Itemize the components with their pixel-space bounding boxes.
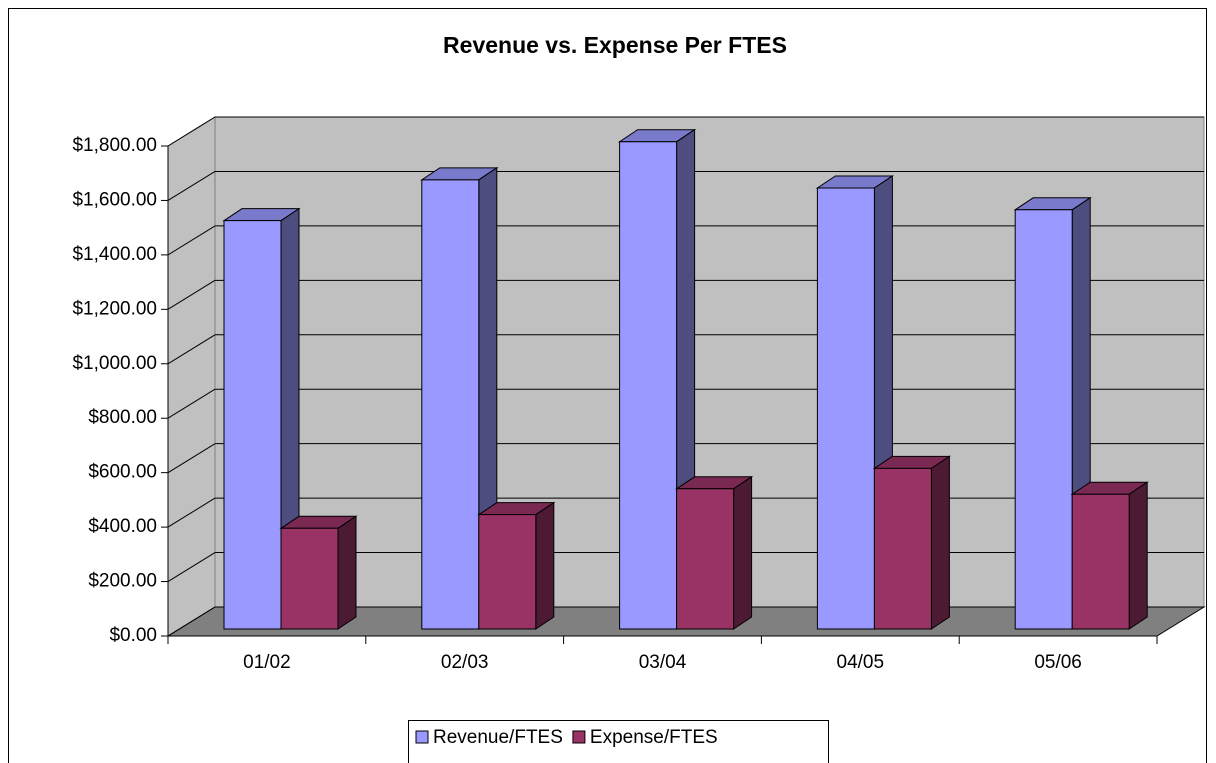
grid-line — [167, 225, 216, 256]
x-tick-label: 03/04 — [639, 652, 687, 673]
x-tick-label: 05/06 — [1034, 652, 1082, 673]
bar-face — [223, 220, 282, 630]
bar-face — [930, 455, 950, 630]
y-tick-label: $800.00 — [88, 407, 157, 428]
x-tick-label: 01/02 — [243, 652, 291, 673]
grid-line — [167, 552, 216, 582]
y-tick-label: $0.00 — [109, 625, 157, 646]
y-tick-label: $1,000.00 — [72, 353, 157, 374]
bar-face — [816, 187, 875, 630]
chart-title: Revenue vs. Expense Per FTES — [443, 32, 787, 58]
legend-swatch — [572, 730, 586, 744]
bar-face — [478, 514, 537, 630]
legend-box — [408, 720, 829, 763]
bar-face — [337, 515, 357, 630]
x-tick-label: 02/03 — [441, 652, 489, 673]
bar-face — [1128, 481, 1148, 630]
bar-face — [619, 141, 678, 630]
bar — [872, 455, 952, 630]
bar-face — [676, 488, 735, 630]
y-tick-label: $200.00 — [88, 571, 157, 592]
grid-line — [167, 497, 216, 528]
bar-face — [873, 467, 932, 630]
bar — [1070, 481, 1149, 630]
grid-line — [167, 279, 216, 310]
y-tick-label: $1,800.00 — [72, 135, 157, 156]
y-tick-label: $1,400.00 — [72, 244, 157, 265]
bar — [674, 475, 754, 630]
y-tick-label: $1,600.00 — [72, 189, 157, 210]
grid-line — [167, 116, 216, 147]
grid-line — [167, 334, 216, 365]
legend-label: Expense/FTES — [590, 727, 718, 748]
legend-swatch — [415, 730, 429, 744]
bar-face — [535, 501, 555, 630]
y-tick-label: $400.00 — [88, 516, 157, 537]
legend-label: Revenue/FTES — [433, 727, 563, 748]
bar-face — [421, 179, 480, 630]
grid-line — [167, 606, 216, 637]
bar-face — [733, 475, 753, 630]
x-tick-label: 04/05 — [837, 652, 885, 673]
bar-face — [1071, 493, 1130, 630]
y-tick-label: $1,200.00 — [72, 298, 157, 319]
bar-face — [280, 527, 339, 630]
bar — [279, 515, 358, 630]
side-wall — [167, 116, 216, 637]
grid-line — [167, 443, 216, 474]
grid-line — [167, 388, 216, 419]
grid-line — [167, 171, 216, 201]
y-tick-label: $600.00 — [88, 462, 157, 483]
bar-face — [1014, 209, 1073, 630]
bar — [477, 501, 556, 630]
